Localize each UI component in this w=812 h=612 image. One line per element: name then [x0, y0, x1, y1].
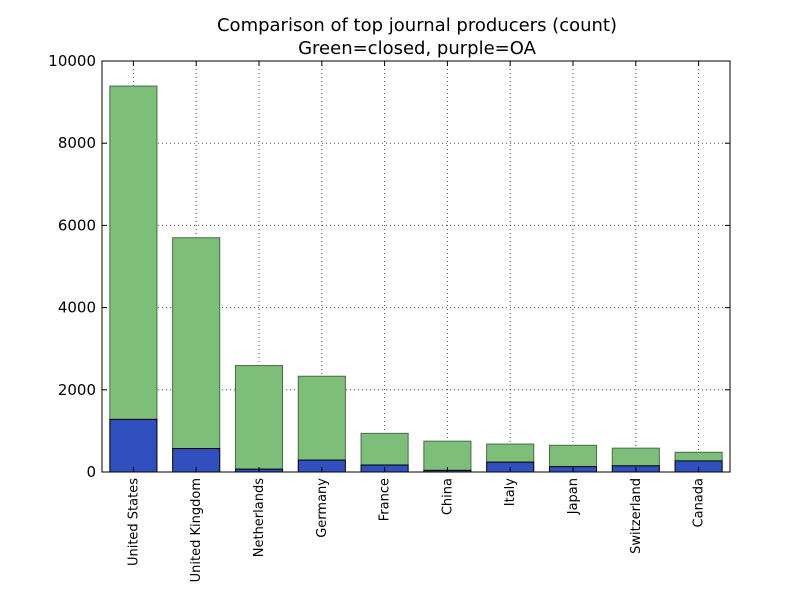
plot-frame	[101, 60, 731, 473]
y-tick-label: 2000	[58, 381, 96, 399]
x-tick-label: Germany	[315, 478, 330, 538]
bar-closed	[297, 375, 346, 461]
y-tick-label: 10000	[48, 52, 96, 70]
chart-title: Comparison of top journal producers (cou…	[217, 15, 617, 36]
y-tick-label: 6000	[58, 216, 96, 234]
bar-oa	[109, 418, 158, 473]
x-tick-label: China	[440, 478, 455, 515]
bar-closed	[486, 443, 535, 463]
bar-closed	[548, 444, 598, 468]
x-tick-label: France	[378, 478, 393, 521]
y-tick-label: 0	[86, 463, 96, 481]
bar-closed	[423, 440, 472, 471]
bar-closed	[674, 451, 723, 462]
y-axis: 0 2000 4000 6000 8000 10000	[48, 52, 730, 481]
bar-closed	[611, 447, 660, 467]
bar-closed	[360, 432, 409, 466]
bars-layer	[109, 85, 723, 473]
bar-closed	[172, 237, 221, 450]
x-tick-label: Netherlands	[252, 478, 267, 557]
x-tick-label: Canada	[692, 478, 707, 527]
x-tick-label: United Kingdom	[189, 478, 204, 582]
x-tick-label: Japan	[566, 478, 581, 515]
x-tick-label: Switzerland	[629, 478, 644, 554]
x-tick-label: United States	[126, 478, 141, 566]
y-tick-label: 8000	[58, 134, 96, 152]
chart-subtitle: Green=closed, purple=OA	[298, 38, 536, 59]
y-tick-label: 4000	[58, 299, 96, 317]
bar-closed	[234, 365, 284, 470]
bar-closed	[109, 85, 158, 420]
x-axis: United States United Kingdom Netherlands Ge…	[126, 61, 707, 582]
x-tick-label: Italy	[503, 478, 518, 507]
